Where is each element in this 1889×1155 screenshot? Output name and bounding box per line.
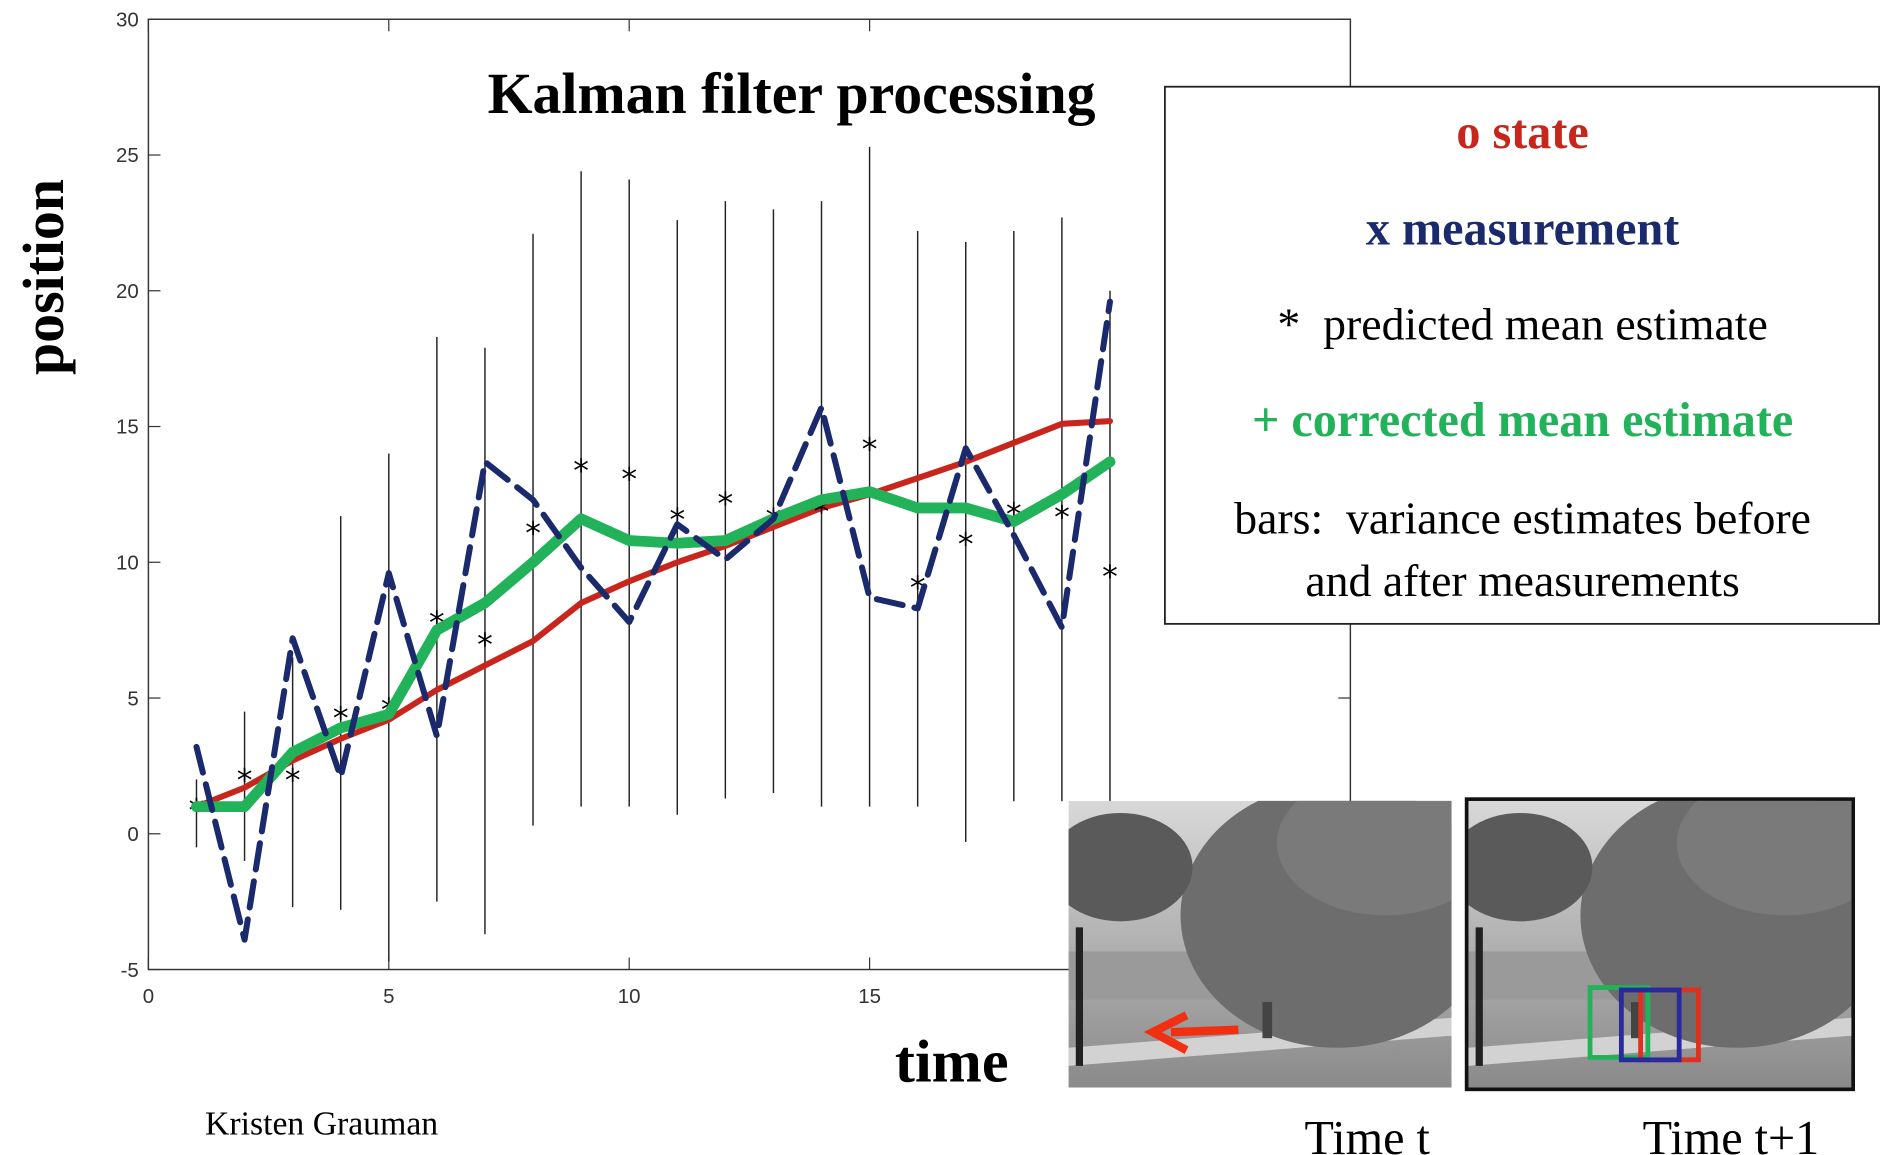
legend-entry: + corrected mean estimate xyxy=(1252,394,1793,447)
predicted-marker: * xyxy=(285,763,301,799)
legend-entry: * predicted mean estimate xyxy=(1277,299,1767,350)
caption: Time t+1 xyxy=(1643,1112,1820,1155)
legend-box xyxy=(1163,85,1881,625)
x-tick-label: 15 xyxy=(858,985,881,1008)
predicted-marker: * xyxy=(477,627,493,663)
predicted-marker: * xyxy=(1102,560,1118,596)
x-axis-label: time xyxy=(895,1029,1009,1096)
x-tick-label: 0 xyxy=(143,985,154,1008)
y-tick-label: 30 xyxy=(116,8,139,31)
legend-entry: o state xyxy=(1456,106,1588,159)
y-tick-label: 5 xyxy=(127,687,138,710)
y-tick-label: 20 xyxy=(116,280,139,303)
predicted-marker: * xyxy=(862,432,878,468)
x-tick-label: 10 xyxy=(618,985,641,1008)
x-tick-label: 5 xyxy=(383,985,394,1008)
predicted-marker: * xyxy=(718,486,734,522)
y-tick-label: 0 xyxy=(127,823,138,846)
y-tick-label: 25 xyxy=(116,144,139,167)
predicted-marker: * xyxy=(573,454,589,490)
legend-note: and after measurements xyxy=(1305,555,1739,606)
measurement-line xyxy=(193,298,1113,943)
y-tick-label: 15 xyxy=(116,416,139,439)
photo-time-t1 xyxy=(1464,797,1856,1092)
predicted-marker: * xyxy=(525,516,541,552)
legend-entry: x measurement xyxy=(1366,202,1679,255)
y-tick-label: 10 xyxy=(116,551,139,574)
predicted-marker: * xyxy=(1054,500,1070,536)
chart-title: Kalman filter processing xyxy=(488,61,1096,126)
legend-note: bars: variance estimates before xyxy=(1234,493,1811,544)
y-axis-label: position xyxy=(11,179,76,375)
photo-time-t xyxy=(1068,800,1452,1088)
predicted-marker: * xyxy=(958,527,974,563)
predicted-marker: * xyxy=(621,462,637,498)
caption: Time t xyxy=(1305,1112,1431,1155)
series-line xyxy=(191,456,1116,813)
predicted-marker: * xyxy=(237,763,253,799)
legend: o state x measurement * predicted mean est… xyxy=(1234,106,1811,606)
credit: Kristen Grauman xyxy=(205,1106,438,1143)
y-tick-label: -5 xyxy=(121,959,139,982)
